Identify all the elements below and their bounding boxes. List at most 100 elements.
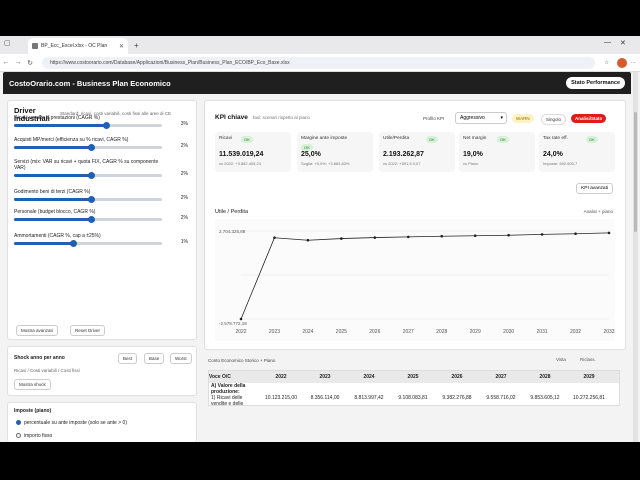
data-point xyxy=(306,238,310,242)
data-point xyxy=(373,236,377,239)
forward-icon[interactable]: → xyxy=(14,59,22,66)
kpi-card-label: Margine ante imposte xyxy=(301,136,348,141)
url-field[interactable]: https://www.costoorario.com/Database/App… xyxy=(42,56,595,69)
radio-selected-icon[interactable] xyxy=(16,420,21,426)
status-badge: OK xyxy=(301,144,313,151)
table-header-cell[interactable]: 2028 xyxy=(539,374,551,380)
slider-track[interactable] xyxy=(14,196,162,203)
shock-best-button[interactable]: Best xyxy=(118,353,138,364)
x-tick-label: 2023 xyxy=(269,329,280,335)
data-point xyxy=(473,234,477,238)
reset-driver-button[interactable]: Reset Driver xyxy=(70,325,106,336)
slider-track[interactable] xyxy=(14,172,162,179)
menu-icon[interactable]: ⋯ xyxy=(631,59,636,66)
kpi-card-sub: Soglia: +5,0%; +3.884,83% xyxy=(301,161,350,166)
slider-track[interactable] xyxy=(14,216,162,223)
alert-chip[interactable]: Analisi/Stato xyxy=(571,114,607,123)
page-scrollbar[interactable] xyxy=(633,72,638,442)
driver-slider[interactable]: Ricavi vendite e prestazioni (CAGR %) 3% xyxy=(14,115,194,129)
slider-track[interactable] xyxy=(14,240,162,247)
x-tick-label: 2029 xyxy=(470,329,481,335)
close-window-icon[interactable]: ✕ xyxy=(620,40,626,47)
kpi-card-value: 25,0% xyxy=(301,151,321,158)
kpi-advanced-button[interactable]: KPI avanzati xyxy=(576,183,613,194)
table-header-cell[interactable]: Voce O/C xyxy=(209,374,231,380)
new-tab-icon[interactable]: + xyxy=(134,40,139,50)
shock-worst-button[interactable]: Worst xyxy=(170,353,192,364)
minimize-icon[interactable]: — xyxy=(604,39,611,46)
data-point xyxy=(440,234,444,238)
driver-slider[interactable]: Servizi (mix: VAR su ricavi + quota FIX,… xyxy=(14,159,194,179)
show-shock-button[interactable]: Mostra shock xyxy=(14,379,51,390)
browser-tab[interactable]: BP_Ecc_Excel.xlsx - OC Plan ✕ xyxy=(28,38,128,54)
slider-track[interactable] xyxy=(14,144,162,151)
x-tick-label: 2025 xyxy=(336,329,347,335)
chart-selector[interactable]: Analisi + piano xyxy=(583,209,613,214)
line-chart: 2022 2023 2024 2025 2026 2027 2028 2029 2030 2031… xyxy=(219,229,615,335)
driver-slider-label: Servizi (mix: VAR su ricavi + quota FIX,… xyxy=(14,159,159,171)
tab-list-icon[interactable]: ▢ xyxy=(4,40,11,47)
kpi-profile-label: Profilo KPI xyxy=(423,116,445,121)
app-header: CostoOrario.com - Business Plan Economic… xyxy=(3,72,631,94)
slider-handle[interactable] xyxy=(102,122,110,129)
single-chip[interactable]: Singolo xyxy=(541,114,567,125)
table-header-cell[interactable]: 2023 xyxy=(319,374,331,380)
radio-unselected-icon[interactable] xyxy=(16,433,21,439)
table-header: Voce O/C 2022 2023 2024 2025 2026 2027 2028 2029 xyxy=(209,371,619,383)
profile-avatar[interactable] xyxy=(617,57,627,68)
slider-handle[interactable] xyxy=(87,144,95,151)
taxes-title: Imposte (piano) xyxy=(14,408,52,414)
driver-slider[interactable]: Ammortamenti (CAGR %, cap a ±25%) 1% xyxy=(14,233,194,247)
kpi-card: Ricavi OK 11.539.019,24 vs 2022: +3.882.405… xyxy=(215,132,291,172)
status-badge: OK xyxy=(497,136,509,143)
scrollbar-thumb[interactable] xyxy=(634,112,637,232)
chevron-down-icon: ▾ xyxy=(500,115,503,121)
table-header-cell[interactable]: 2025 xyxy=(407,374,419,380)
slider-fill xyxy=(14,146,91,149)
driver-slider-label: Godimento beni di terzi (CAGR %) xyxy=(14,189,91,195)
close-tab-icon[interactable]: ✕ xyxy=(118,43,124,50)
kpi-profile-select[interactable]: Aggressivo ▾ xyxy=(455,112,507,124)
table-header-cell[interactable]: 2027 xyxy=(495,374,507,380)
driver-slider-label: Acquisti MP/merci (efficienza su % ricav… xyxy=(14,137,129,143)
back-icon[interactable]: ← xyxy=(2,59,10,66)
driver-slider[interactable]: Acquisti MP/merci (efficienza su % ricav… xyxy=(14,137,194,151)
slider-handle[interactable] xyxy=(70,240,78,247)
shock-note: Ricavi / Costi variabili / Costi fissi xyxy=(14,368,80,373)
data-point xyxy=(574,232,577,236)
reload-icon[interactable]: ↻ xyxy=(27,59,33,67)
table-header-cell[interactable]: 2024 xyxy=(363,374,375,380)
table-cell: 9.382.276,88 xyxy=(442,395,472,401)
kpi-card-sub: Imposte: 692.600,7 xyxy=(543,161,578,166)
bookmark-icon[interactable]: ☆ xyxy=(604,59,609,66)
show-advanced-button[interactable]: Mostra avanzati xyxy=(16,325,58,336)
table-header-cell[interactable]: 2029 xyxy=(583,374,595,380)
table-riclass-control[interactable]: Riclass. xyxy=(580,357,596,362)
slider-handle[interactable] xyxy=(87,172,95,179)
slider-handle[interactable] xyxy=(87,196,95,203)
slider-track[interactable] xyxy=(14,122,162,129)
kpi-card-value: 24,0% xyxy=(543,151,563,158)
driver-slider[interactable]: Godimento beni di terzi (CAGR %) 2% xyxy=(14,189,194,203)
shock-base-button[interactable]: Base xyxy=(144,353,165,364)
slider-handle[interactable] xyxy=(87,216,95,223)
table-cell xyxy=(303,383,347,395)
drivers-title: Driver Industriali xyxy=(14,106,50,123)
taxes-panel: Imposte (piano) percentuale su ante impo… xyxy=(7,402,197,442)
table-header-cell[interactable]: 2026 xyxy=(451,374,463,380)
table-header-cell[interactable]: 2022 xyxy=(275,374,287,380)
data-point xyxy=(406,235,410,239)
kpi-card-value: 11.539.019,24 xyxy=(219,151,264,158)
driver-slider-value: 2% xyxy=(180,171,188,177)
x-tick-label: 2032 xyxy=(570,329,581,335)
driver-slider[interactable]: Personale (budget blocco, CAGR %) 2% xyxy=(14,209,194,223)
tax-option-percent[interactable]: percentuale su ante imposte (solo se ant… xyxy=(16,420,127,426)
kpi-card-label: Tax rate eff. xyxy=(543,136,568,141)
app-brand: CostoOrario.com - Business Plan Economic… xyxy=(9,78,171,88)
kpi-panel: KPI chiave fasi: scenari rispetto al pia… xyxy=(204,100,626,350)
warn-chip[interactable]: WARN xyxy=(512,114,534,123)
table-view-control[interactable]: Vista xyxy=(556,357,566,362)
tax-option-fixed[interactable]: importo fisso xyxy=(16,433,52,439)
table-cell: 10.123.215,00 xyxy=(265,395,297,401)
stato-performance-button[interactable]: Stato Performance xyxy=(566,77,625,89)
